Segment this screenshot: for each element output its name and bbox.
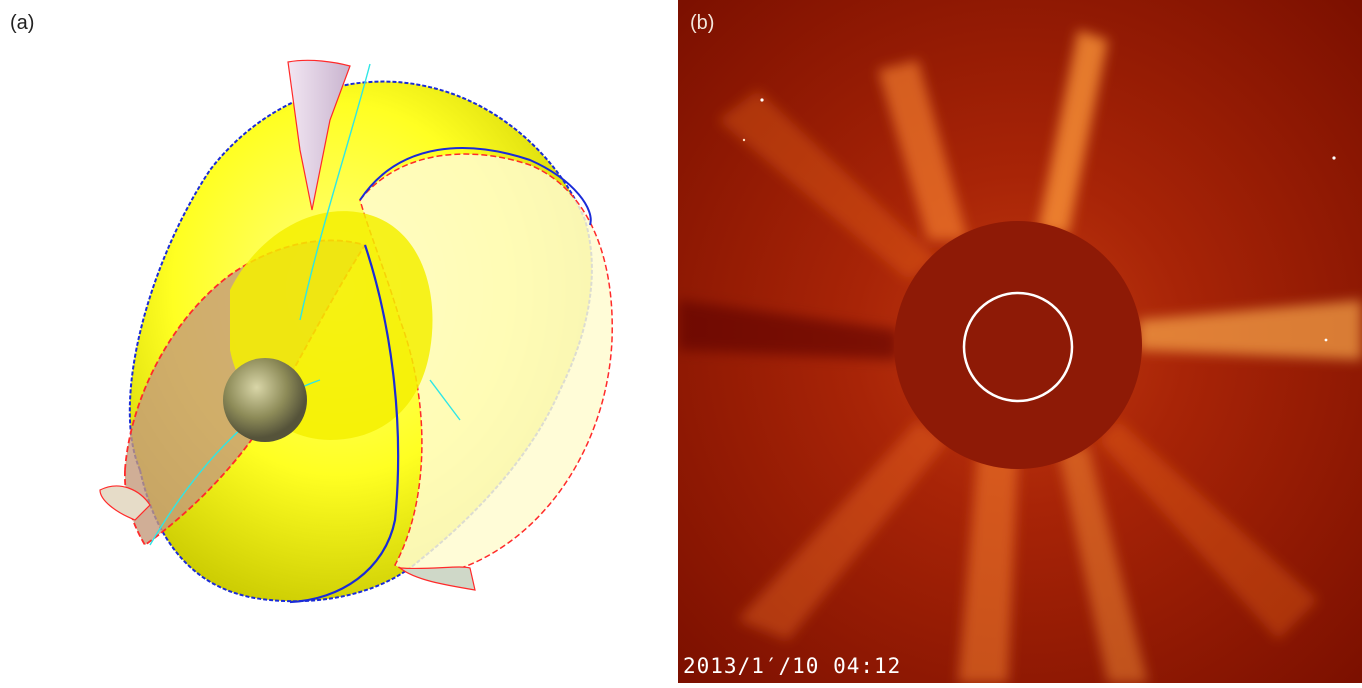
- inner-sphere: [223, 358, 307, 442]
- star: [760, 98, 764, 102]
- streamer-s2: [1058, 445, 1148, 683]
- model-render-panel: [0, 0, 676, 683]
- cyan-line-3: [429, 379, 461, 421]
- cyan-line-1: [299, 63, 371, 321]
- star: [1332, 156, 1336, 160]
- streamer-se: [1098, 420, 1318, 640]
- front-edge: [359, 147, 592, 226]
- sun-limb-circle: [962, 291, 1074, 403]
- streamer-sw: [738, 420, 948, 640]
- front-edge-lower: [289, 244, 400, 604]
- streamer-ne: [1038, 30, 1108, 235]
- streamer-s1: [958, 450, 1018, 683]
- occulter-disk: [894, 221, 1142, 469]
- flux-rope-render: [99, 59, 613, 604]
- cone: [287, 59, 351, 211]
- panel-a-label: (a): [10, 12, 35, 34]
- streamer-nw: [718, 90, 938, 280]
- bottom-fin-left: [99, 485, 151, 521]
- streamer-w: [678, 300, 898, 360]
- star: [1324, 338, 1328, 342]
- streamer-n: [878, 60, 968, 240]
- bottom-fin-right: [398, 566, 476, 591]
- streamer-e: [1138, 300, 1362, 360]
- panel-b-label: (b): [690, 12, 715, 34]
- streamers: [678, 30, 1362, 683]
- coronagraph-panel: [678, 0, 1362, 683]
- star: [742, 138, 746, 142]
- right-lobe: [359, 153, 613, 575]
- observation-timestamp: 2013/1′/10 04:12: [683, 654, 902, 678]
- coronagraph-image: [678, 0, 1362, 683]
